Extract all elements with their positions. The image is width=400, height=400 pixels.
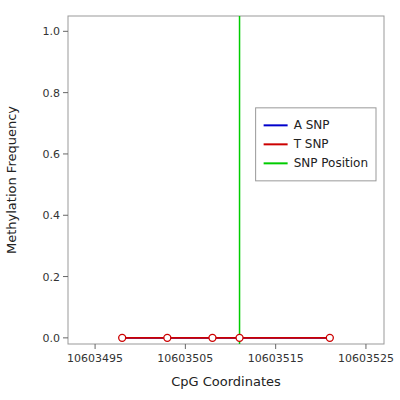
x-tick (95, 344, 96, 349)
series-marker (119, 334, 126, 341)
y-tick-label: 0.2 (43, 271, 61, 284)
y-tick (63, 31, 68, 32)
legend-swatch (264, 162, 288, 164)
series-line (122, 337, 330, 339)
chart: 10603495 10603505 10603515 10603525 0.0 0.2 0.… (0, 0, 400, 400)
x-tick (185, 344, 186, 349)
series-marker (326, 334, 333, 341)
y-tick (63, 153, 68, 154)
legend-swatch (264, 143, 288, 145)
x-tick-label: 10603515 (248, 352, 304, 365)
y-tick-label: 0.0 (43, 332, 61, 345)
y-tick-label: 0.8 (43, 87, 61, 100)
legend-swatch (264, 124, 288, 126)
x-tick (365, 344, 366, 349)
y-axis-label: Methylation Frequency (4, 106, 19, 254)
snp-position-line (239, 16, 241, 344)
y-tick (63, 337, 68, 338)
y-tick (63, 215, 68, 216)
legend-label: T SNP (293, 137, 329, 151)
legend-label: A SNP (294, 118, 330, 132)
y-tick-label: 0.6 (43, 148, 61, 161)
y-tick-label: 1.0 (43, 25, 61, 38)
legend-frame (256, 108, 376, 181)
x-tick-label: 10603525 (338, 352, 394, 365)
legend-label: SNP Position (294, 156, 368, 170)
y-tick (63, 276, 68, 277)
x-axis-label: CpG Coordinates (171, 374, 281, 389)
legend: A SNP T SNP SNP Position (256, 108, 376, 181)
y-tick (63, 92, 68, 93)
series-marker (164, 334, 171, 341)
series-marker (209, 334, 216, 341)
x-tick-label: 10603505 (157, 352, 213, 365)
x-tick (275, 344, 276, 349)
series-marker (236, 334, 243, 341)
series-line (122, 337, 330, 339)
y-tick-label: 0.4 (43, 209, 61, 222)
x-tick-label: 10603495 (67, 352, 123, 365)
plot-frame (68, 16, 384, 344)
